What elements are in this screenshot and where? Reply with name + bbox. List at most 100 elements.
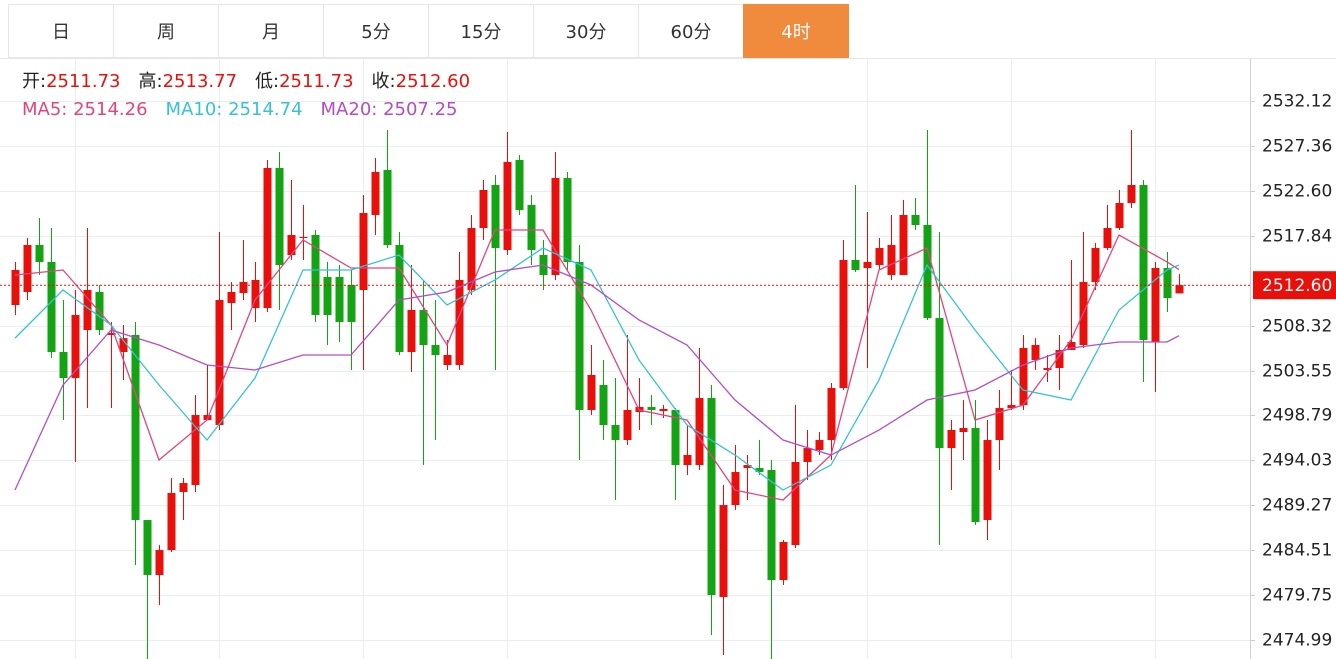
info-item: 高:2513.77 [139, 68, 238, 96]
period-tab[interactable]: 60分 [638, 4, 744, 58]
y-tick-label: 2474.99 [1262, 631, 1332, 651]
period-tab[interactable]: 日 [8, 4, 114, 58]
info-value: 2512.60 [395, 71, 471, 92]
candle-body [119, 338, 128, 352]
info-item: 低:2511.73 [255, 68, 354, 96]
candle-body [335, 276, 344, 322]
period-tab[interactable]: 5分 [323, 4, 429, 58]
ma-line [14, 247, 1180, 491]
candle-body [107, 333, 116, 336]
legend-item: MA5: 2514.26 [22, 96, 148, 124]
candle-body [503, 161, 512, 250]
candle-body [1043, 368, 1052, 371]
candle-body [71, 315, 80, 379]
candle-body [35, 244, 44, 262]
ma-row: MA5: 2514.26 MA10: 2514.74 MA20: 2507.25 [22, 96, 488, 124]
period-tab[interactable]: 4时 [743, 4, 849, 58]
info-label: 高: [138, 71, 163, 92]
candle-body [719, 505, 728, 598]
y-tick-label: 2494.03 [1262, 451, 1332, 471]
candle-body [47, 261, 56, 352]
info-item: 开:2511.73 [22, 68, 121, 96]
legend-label: MA20: [320, 99, 378, 120]
candle-body [1091, 248, 1100, 282]
candle-body [611, 425, 620, 441]
legend-value: 2514.74 [228, 99, 303, 120]
candle-body [215, 300, 224, 426]
candle-body [407, 310, 416, 352]
candle-body [1139, 184, 1148, 341]
candle-body [683, 455, 692, 466]
candle-body [191, 415, 200, 486]
y-tick-label: 2503.55 [1262, 362, 1332, 382]
candle-body [1127, 184, 1136, 204]
candle-body [371, 171, 380, 215]
candle-body [395, 244, 404, 352]
legend-item: MA20: 2507.25 [321, 96, 458, 124]
candle-body [179, 483, 188, 493]
candle-body [491, 184, 500, 249]
info-panel: 开:2511.73 高:2513.77 低:2511.73 收:2512.60 MA5… [22, 68, 488, 124]
candle-body [863, 261, 872, 269]
period-tabs: 日周月 5分 15分 30分 60分 4时 [8, 4, 849, 58]
y-tick-label: 2498.79 [1262, 406, 1332, 426]
candle-body [311, 234, 320, 316]
legend-label: MA5: [22, 99, 68, 120]
candle-body [1019, 348, 1028, 406]
candle-body [275, 168, 284, 266]
candle-body [659, 408, 668, 412]
candle-body [167, 493, 176, 551]
candle-body [875, 248, 884, 266]
candle-body [671, 410, 680, 466]
candle-body [263, 168, 272, 309]
candle-body [1067, 341, 1076, 351]
period-tab[interactable]: 15分 [428, 4, 534, 58]
candle-body [347, 285, 356, 322]
candle-body [1163, 268, 1172, 299]
candle-body [1055, 350, 1064, 369]
legend-label: MA10: [165, 99, 223, 120]
candle-body [815, 440, 824, 451]
candle-body [515, 159, 524, 210]
period-tab[interactable]: 月 [218, 4, 324, 58]
candle-body [323, 276, 332, 316]
candle-body [1175, 285, 1184, 294]
last-price-box [1253, 271, 1336, 300]
candle-body [1031, 345, 1040, 361]
candle-body [227, 291, 236, 304]
candle-body [743, 465, 752, 469]
period-tab[interactable]: 30分 [533, 4, 639, 58]
candle-body [587, 375, 596, 411]
candle-body [935, 318, 944, 449]
candle-body [1103, 228, 1112, 249]
candle-body [1115, 203, 1124, 229]
candle-body [887, 244, 896, 276]
candle-body [479, 189, 488, 229]
y-tick-label: 2527.36 [1262, 137, 1332, 157]
period-tab[interactable]: 周 [113, 4, 219, 58]
ma-line [14, 264, 1180, 491]
candle-body [971, 428, 980, 523]
info-value: 2513.77 [162, 71, 238, 92]
candle-body [287, 234, 296, 255]
y-tick-label: 2522.60 [1262, 182, 1332, 202]
legend-item: MA10: 2514.74 [166, 96, 303, 124]
candle-body [731, 472, 740, 506]
candle-body [1151, 268, 1160, 342]
candle-body [131, 335, 140, 521]
candle-body [911, 214, 920, 225]
info-value: 2511.73 [279, 71, 354, 92]
legend-value: 2514.26 [73, 99, 148, 120]
info-value: 2511.73 [46, 71, 121, 92]
candle-body [623, 410, 632, 441]
candle-body [431, 345, 440, 356]
candle-body [779, 542, 788, 581]
candle-body [803, 448, 812, 463]
candle-body [647, 406, 656, 411]
candle-body [767, 470, 776, 581]
candle-body [527, 204, 536, 250]
last-price-label: 2512.60 [1262, 276, 1332, 296]
candle-body [239, 281, 248, 294]
